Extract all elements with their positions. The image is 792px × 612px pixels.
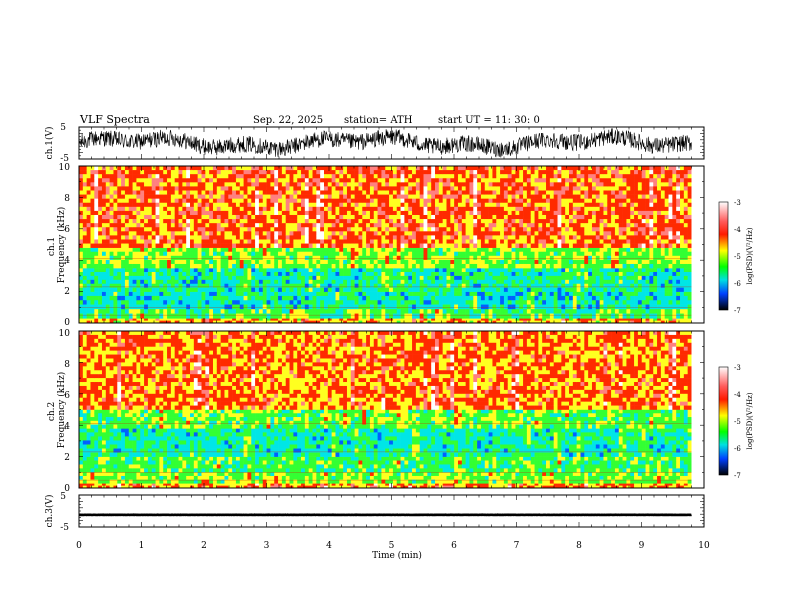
- time-tick-label: 7: [514, 541, 520, 551]
- ch1-colorbar: -3 -4 -5 -6 -7 log(PSD)(V²/Hz): [718, 199, 754, 315]
- ch3-ylabel: ch.3(V): [44, 495, 55, 528]
- ch1-ylabel: ch.1(V): [44, 127, 55, 160]
- ch2-spectrogram-ylabel: ch.2 Frequency (kHz): [47, 372, 67, 449]
- header-start-time: start UT = 11: 30: 0: [438, 115, 540, 126]
- ch3-ytick-bottom: -5: [60, 523, 69, 533]
- ch1-cbar-tick-m6: -6: [734, 280, 741, 288]
- ch1-freq-tick-2: 2: [64, 287, 70, 297]
- ch2-freq-tick-2: 2: [64, 453, 70, 463]
- ch1-freq-tick-8: 8: [64, 194, 70, 204]
- ch3-waveform-panel: 5 -5 ch.3(V): [44, 492, 705, 533]
- header-date: Sep. 22, 2025: [253, 115, 323, 126]
- ch2-freq-tick-6: 6: [64, 391, 70, 401]
- time-tick-label: 3: [264, 541, 270, 551]
- ch1-freq-tick-6: 6: [64, 225, 70, 235]
- ch2-cbar-tick-m4: -4: [734, 391, 741, 399]
- header-station: station= ATH: [344, 115, 413, 126]
- ch2-freq-tick-8: 8: [64, 360, 70, 370]
- ch1-ytick-bottom: -5: [60, 154, 69, 164]
- ch1-waveform-ticks: [78, 126, 705, 160]
- ch1-cbar-tick-m5: -5: [734, 253, 741, 261]
- time-tick-label: 10: [698, 541, 710, 551]
- time-tick-label: 4: [326, 541, 332, 551]
- ch1-waveform-trace: [78, 128, 692, 158]
- ch1-spectrogram-image: [79, 166, 704, 324]
- time-tick-label: 6: [451, 541, 457, 551]
- ch1-cbar-tick-m4: -4: [734, 226, 741, 234]
- ch1-spectrogram-ylabel: ch.1 Frequency (kHz): [47, 207, 67, 284]
- ch2-freq-tick-10: 10: [59, 329, 71, 339]
- ch2-spectrogram-ticks: [78, 330, 705, 489]
- ch3-ytick-top: 5: [60, 492, 66, 502]
- ch2-colorbar-label: log(PSD)(V²/Hz): [746, 392, 754, 449]
- ch2-cbar-tick-m3: -3: [734, 364, 741, 372]
- ch1-spectrogram-ylabel-channel: ch.1: [47, 237, 57, 256]
- ch1-freq-tick-10: 10: [59, 163, 71, 173]
- time-tick-label: 9: [639, 541, 645, 551]
- ch1-colorbar-gradient: [718, 201, 729, 311]
- time-tick-label: 1: [139, 541, 145, 551]
- ch1-spectrogram-panel: 0 2 4 6 8 10 ch.1 Frequency (kHz): [47, 163, 705, 328]
- ch1-spectrogram-ylabel-axis: Frequency (kHz): [56, 207, 67, 284]
- time-tick-label: 5: [389, 541, 395, 551]
- ch2-cbar-tick-m6: -6: [734, 445, 741, 453]
- ch1-freq-tick-0: 0: [64, 318, 70, 328]
- ch2-freq-tick-4: 4: [64, 422, 70, 432]
- time-tick-label: 0: [76, 541, 82, 551]
- time-tick-label: 8: [576, 541, 582, 551]
- ch2-spectrogram-ylabel-axis: Frequency (kHz): [56, 372, 67, 449]
- ch2-colorbar-gradient: [718, 366, 729, 476]
- ch3-waveform-ticks: [78, 494, 705, 528]
- ch1-spectrogram-ticks: [78, 165, 705, 324]
- ch2-spectrogram-ylabel-channel: ch.2: [47, 402, 57, 421]
- ch2-spectrogram-panel: 0 2 4 6 8 10 ch.2 Frequency (kHz): [47, 329, 705, 494]
- time-tick-label: 2: [201, 541, 207, 551]
- ch1-freq-tick-4: 4: [64, 256, 70, 266]
- ch2-cbar-tick-m5: -5: [734, 418, 741, 426]
- ch2-colorbar: -3 -4 -5 -6 -7 log(PSD)(V²/Hz): [718, 364, 754, 480]
- ch2-cbar-tick-m7: -7: [734, 472, 741, 480]
- ch1-cbar-tick-m7: -7: [734, 307, 741, 315]
- ch1-cbar-tick-m3: -3: [734, 199, 741, 207]
- ch1-waveform-panel: 5 -5 ch.1(V): [44, 123, 705, 164]
- figure-title: VLF Spectra: [79, 113, 150, 126]
- time-axis-tick-labels: 0 1 2 3 4 5 6 7 8 9 10: [76, 541, 710, 551]
- ch2-freq-tick-0: 0: [64, 484, 70, 494]
- time-axis-label: Time (min): [372, 550, 422, 561]
- ch1-ytick-top: 5: [60, 123, 66, 133]
- ch2-spectrogram-image: [79, 331, 704, 489]
- ch1-colorbar-label: log(PSD)(V²/Hz): [746, 227, 754, 284]
